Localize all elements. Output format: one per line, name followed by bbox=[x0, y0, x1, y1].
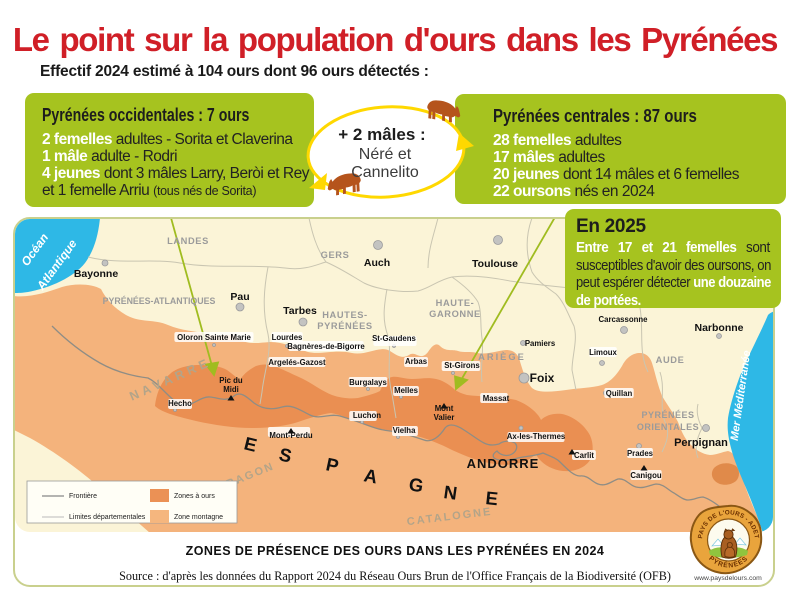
svg-text:A: A bbox=[362, 464, 379, 487]
svg-text:www.paysdelours.com: www.paysdelours.com bbox=[693, 575, 762, 582]
svg-text:Ax-les-Thermes: Ax-les-Thermes bbox=[507, 432, 566, 441]
svg-text:ORIENTALES: ORIENTALES bbox=[637, 422, 699, 432]
svg-text:Hecho: Hecho bbox=[168, 399, 192, 408]
svg-text:Argelés-Gazost: Argelés-Gazost bbox=[268, 358, 326, 367]
svg-text:PYRÉNÉES: PYRÉNÉES bbox=[641, 410, 694, 420]
svg-text:Pamiers: Pamiers bbox=[525, 339, 556, 348]
svg-text:Zones à ours: Zones à ours bbox=[174, 493, 215, 500]
svg-text:PYRÉNÉES-ATLANTIQUES: PYRÉNÉES-ATLANTIQUES bbox=[103, 296, 216, 306]
svg-text:Prades: Prades bbox=[627, 449, 654, 458]
svg-text:PYRÉNÉES: PYRÉNÉES bbox=[317, 321, 372, 331]
svg-text:Toulouse: Toulouse bbox=[472, 258, 518, 270]
svg-text:Valier: Valier bbox=[434, 413, 455, 422]
svg-text:Midi: Midi bbox=[223, 385, 239, 394]
svg-text:Lourdes: Lourdes bbox=[272, 333, 303, 342]
svg-text:Perpignan: Perpignan bbox=[674, 437, 728, 449]
svg-text:Tarbes: Tarbes bbox=[283, 305, 317, 317]
svg-text:HAUTES-: HAUTES- bbox=[322, 310, 368, 320]
svg-text:Quillan: Quillan bbox=[606, 389, 633, 398]
svg-text:HAUTE-: HAUTE- bbox=[436, 298, 475, 308]
svg-text:Bayonne: Bayonne bbox=[74, 268, 119, 280]
svg-text:LANDES: LANDES bbox=[167, 236, 209, 246]
svg-text:N: N bbox=[442, 481, 458, 504]
svg-text:Pau: Pau bbox=[230, 291, 249, 303]
svg-text:P: P bbox=[324, 453, 340, 476]
svg-text:ARIÈGE: ARIÈGE bbox=[478, 352, 526, 362]
svg-text:GERS: GERS bbox=[321, 250, 350, 260]
svg-text:St-Girons: St-Girons bbox=[444, 361, 480, 370]
svg-text:Mont-Perdu: Mont-Perdu bbox=[269, 431, 313, 440]
svg-text:Limites départementales: Limites départementales bbox=[69, 514, 146, 521]
svg-text:GARONNE: GARONNE bbox=[429, 309, 481, 319]
svg-text:Luchon: Luchon bbox=[353, 411, 381, 420]
svg-text:Zone montagne: Zone montagne bbox=[174, 514, 223, 521]
svg-text:AUDE: AUDE bbox=[656, 355, 685, 365]
svg-text:St-Gaudens: St-Gaudens bbox=[372, 334, 416, 343]
svg-text:Auch: Auch bbox=[364, 257, 390, 269]
svg-text:Canigou: Canigou bbox=[630, 471, 661, 480]
svg-text:Massat: Massat bbox=[483, 394, 510, 403]
svg-text:Vielha: Vielha bbox=[393, 426, 416, 435]
svg-text:Melles: Melles bbox=[394, 386, 418, 395]
svg-text:E: E bbox=[485, 487, 499, 509]
svg-text:G: G bbox=[407, 473, 425, 496]
svg-text:Frontière: Frontière bbox=[69, 493, 97, 500]
svg-text:Limoux: Limoux bbox=[589, 348, 617, 357]
svg-text:E: E bbox=[242, 433, 259, 456]
svg-text:Carlit: Carlit bbox=[574, 451, 594, 460]
svg-text:Pic du: Pic du bbox=[219, 376, 243, 385]
svg-text:Carcassonne: Carcassonne bbox=[599, 315, 649, 324]
svg-text:ANDORRE: ANDORRE bbox=[467, 456, 540, 471]
svg-text:Bagnères-de-Bigorre: Bagnères-de-Bigorre bbox=[287, 342, 365, 351]
svg-text:Foix: Foix bbox=[530, 371, 555, 385]
svg-text:Burgalays: Burgalays bbox=[349, 378, 387, 387]
svg-text:Oloron Sainte Marie: Oloron Sainte Marie bbox=[177, 333, 251, 342]
svg-text:S: S bbox=[277, 443, 294, 466]
svg-text:Narbonne: Narbonne bbox=[694, 322, 743, 334]
svg-text:Arbas: Arbas bbox=[405, 357, 428, 366]
